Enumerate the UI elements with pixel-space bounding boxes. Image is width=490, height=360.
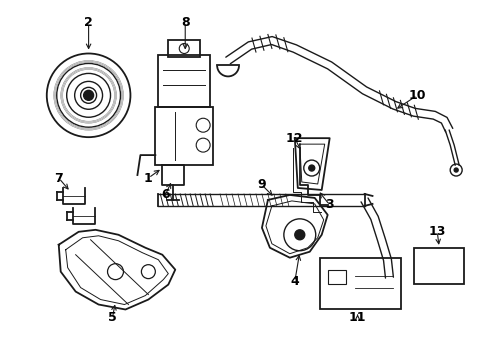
Text: 2: 2 (84, 16, 93, 29)
Bar (415, 248, 464, 284)
Bar (155, 107, 213, 165)
Text: 13: 13 (429, 225, 446, 238)
Text: 1: 1 (144, 171, 153, 185)
Text: 6: 6 (161, 188, 170, 202)
Text: 12: 12 (286, 132, 304, 145)
Text: 4: 4 (291, 275, 299, 288)
Text: 9: 9 (258, 179, 266, 192)
Text: 10: 10 (409, 89, 426, 102)
Text: 11: 11 (349, 311, 367, 324)
Text: 5: 5 (108, 311, 117, 324)
Text: 8: 8 (181, 16, 190, 29)
Bar (168, 40, 200, 58)
Bar (328, 270, 345, 284)
Text: 3: 3 (325, 198, 334, 211)
Circle shape (295, 230, 305, 240)
Circle shape (454, 168, 458, 172)
Bar (319, 258, 401, 310)
Text: 7: 7 (54, 171, 63, 185)
Bar (158, 55, 210, 107)
Circle shape (309, 165, 315, 171)
Circle shape (84, 90, 94, 100)
